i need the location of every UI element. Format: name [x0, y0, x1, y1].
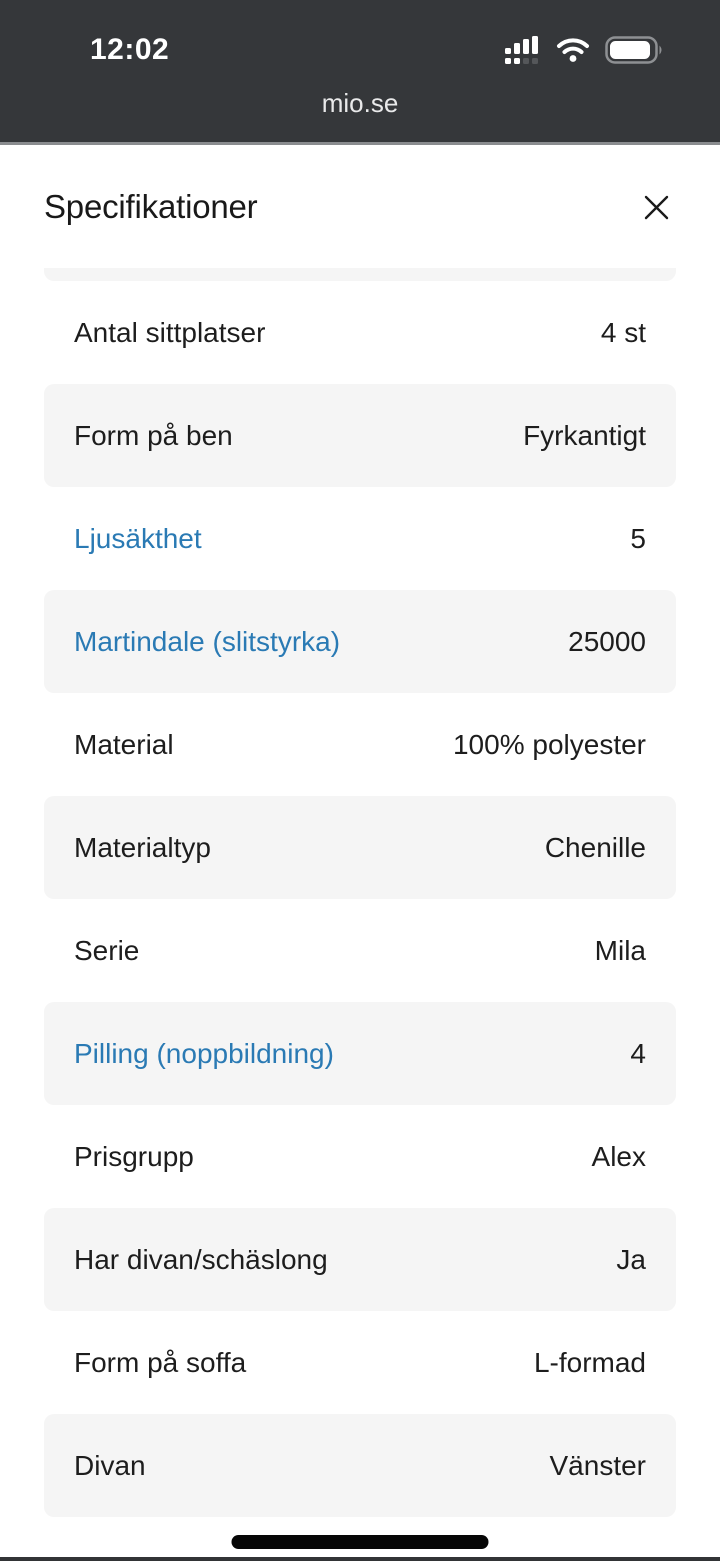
- browser-top-chrome: 12:02: [0, 0, 720, 145]
- spec-row[interactable]: Ljusäkthet 5: [44, 487, 676, 590]
- partial-scrolled-row: [44, 268, 676, 281]
- status-bar: 12:02: [0, 0, 720, 72]
- battery-icon: [605, 36, 662, 64]
- spec-label: Materialtyp: [74, 831, 211, 863]
- spec-row: Material 100% polyester: [44, 693, 676, 796]
- spec-row: Serie Mila: [44, 899, 676, 1002]
- modal-title: Specifikationer: [44, 188, 258, 225]
- spec-value: Alex: [591, 1140, 646, 1172]
- spec-value: L-formad: [533, 1346, 646, 1378]
- spec-value: 4 st: [600, 316, 646, 348]
- spec-label-link[interactable]: Pilling (noppbildning): [74, 1037, 334, 1069]
- spec-value: Vänster: [549, 1449, 647, 1481]
- spec-label: Form på ben: [74, 419, 233, 451]
- home-indicator[interactable]: [231, 1535, 489, 1549]
- spec-row: Prisgrupp Alex: [44, 1105, 676, 1208]
- spec-label: Har divan/schäslong: [74, 1243, 328, 1275]
- spec-row: Form på soffa L-formad: [44, 1311, 676, 1414]
- spec-value: 100% polyester: [452, 728, 646, 760]
- wifi-icon: [557, 38, 589, 62]
- spec-value: Fyrkantigt: [523, 419, 646, 451]
- spec-label-link[interactable]: Ljusäkthet: [74, 522, 202, 554]
- spec-value: Mila: [594, 934, 646, 966]
- specifications-modal: Specifikationer Antal sittplatser 4 st F…: [0, 145, 720, 1517]
- spec-label: Prisgrupp: [74, 1140, 194, 1172]
- status-time: 12:02: [90, 33, 170, 66]
- close-icon: [644, 195, 668, 219]
- spec-label: Antal sittplatser: [74, 316, 266, 348]
- spec-row: Har divan/schäslong Ja: [44, 1208, 676, 1311]
- browser-url[interactable]: mio.se: [321, 88, 399, 118]
- spec-label: Divan: [74, 1449, 146, 1481]
- modal-header: Specifikationer: [0, 145, 720, 227]
- spec-value: Ja: [616, 1243, 646, 1275]
- spec-label: Material: [74, 728, 174, 760]
- screen-bottom-edge: [0, 1557, 720, 1561]
- spec-value: 5: [630, 522, 646, 554]
- close-button[interactable]: [636, 187, 676, 227]
- spec-row: Materialtyp Chenille: [44, 796, 676, 899]
- spec-row: Divan Vänster: [44, 1414, 676, 1517]
- status-icons: [504, 36, 664, 64]
- spec-list: Antal sittplatser 4 st Form på ben Fyrka…: [44, 268, 676, 1517]
- spec-row[interactable]: Martindale (slitstyrka) 25000: [44, 590, 676, 693]
- spec-value: Chenille: [544, 831, 646, 863]
- spec-row: Form på ben Fyrkantigt: [44, 384, 676, 487]
- spec-row[interactable]: Pilling (noppbildning) 4: [44, 1002, 676, 1105]
- spec-row: Antal sittplatser 4 st: [44, 281, 676, 384]
- cellular-signal-icon: [505, 36, 538, 64]
- spec-label: Serie: [74, 934, 140, 966]
- spec-value: 25000: [568, 625, 646, 657]
- spec-label-link[interactable]: Martindale (slitstyrka): [74, 625, 341, 657]
- spec-rows-container: Antal sittplatser 4 st Form på ben Fyrka…: [44, 281, 676, 1517]
- spec-value: 4: [630, 1037, 646, 1069]
- spec-label: Form på soffa: [74, 1346, 247, 1378]
